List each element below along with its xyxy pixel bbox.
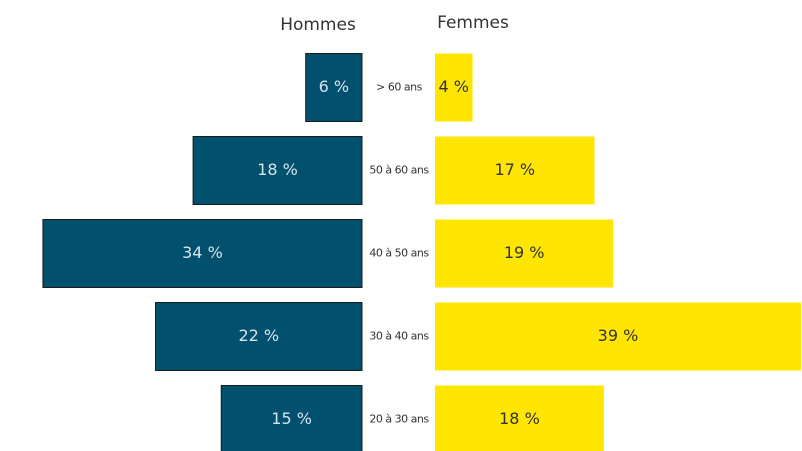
category-label: 30 à 40 ans <box>369 330 429 343</box>
value-label: 18 % <box>499 409 540 428</box>
value-label: 19 % <box>504 243 545 262</box>
value-label: 18 % <box>257 160 298 179</box>
bar <box>435 219 614 288</box>
legend-label: Femmes <box>437 13 509 33</box>
bar <box>305 53 363 122</box>
value-label: 34 % <box>182 243 223 262</box>
bar <box>42 219 363 288</box>
bar <box>155 302 363 371</box>
bar <box>435 53 473 122</box>
legend-label: Hommes <box>280 15 356 35</box>
bar <box>435 136 595 205</box>
value-label: 22 % <box>238 326 279 345</box>
category-label: 20 à 30 ans <box>369 413 429 426</box>
bar <box>435 385 604 451</box>
value-label: 4 % <box>439 77 469 96</box>
category-label: 40 à 50 ans <box>369 247 429 260</box>
bar <box>220 385 363 451</box>
category-label: 50 à 60 ans <box>369 164 429 177</box>
bar <box>192 136 363 205</box>
value-label: 39 % <box>598 326 639 345</box>
bar <box>435 302 801 371</box>
category-label: > 60 ans <box>376 81 422 94</box>
value-label: 17 % <box>494 160 535 179</box>
value-label: 6 % <box>319 77 349 96</box>
value-label: 15 % <box>271 409 312 428</box>
